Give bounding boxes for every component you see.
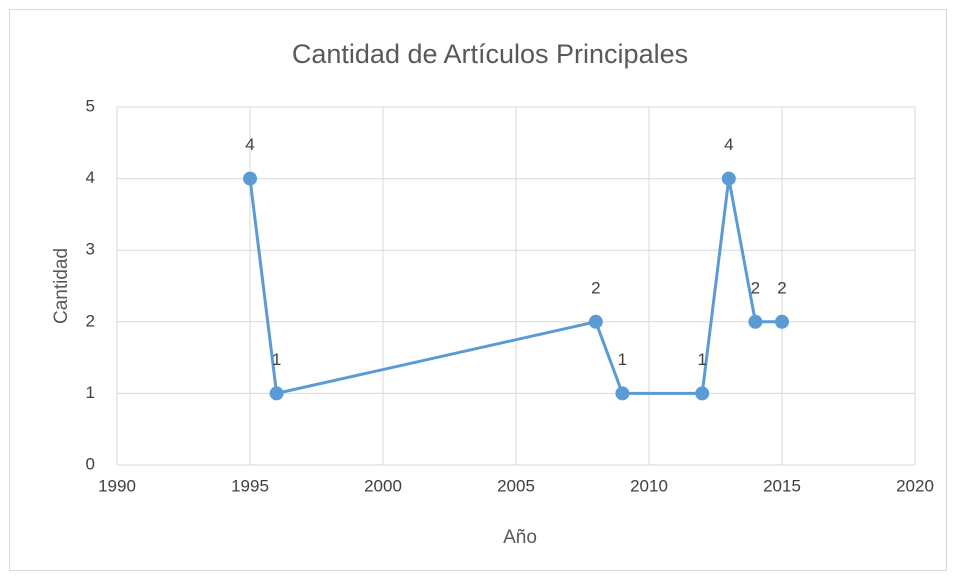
chart-title: Cantidad de Artículos Principales bbox=[292, 39, 688, 69]
y-tick-label: 1 bbox=[86, 383, 95, 402]
y-tick-label: 0 bbox=[86, 454, 95, 473]
point bbox=[269, 386, 284, 401]
data-label: 1 bbox=[697, 350, 706, 369]
x-tick-label: 1990 bbox=[98, 476, 136, 495]
y-tick-label: 4 bbox=[86, 168, 95, 187]
y-axis-title: Cantidad bbox=[51, 248, 72, 324]
point bbox=[615, 386, 630, 401]
x-tick-label: 2015 bbox=[763, 476, 801, 495]
point bbox=[695, 386, 710, 401]
point bbox=[588, 314, 603, 329]
y-tick-label: 5 bbox=[86, 96, 95, 115]
x-tick-label: 1995 bbox=[231, 476, 269, 495]
point bbox=[748, 314, 763, 329]
point bbox=[775, 314, 789, 329]
data-label: 2 bbox=[777, 278, 786, 297]
data-label: 2 bbox=[751, 278, 760, 297]
data-label: 4 bbox=[245, 135, 254, 154]
x-axis-title: Año bbox=[503, 527, 537, 548]
point bbox=[721, 171, 736, 186]
x-tick-label: 2000 bbox=[364, 476, 402, 495]
data-label: 4 bbox=[724, 135, 733, 154]
data-label: 1 bbox=[618, 350, 627, 369]
data-label: 2 bbox=[591, 278, 600, 297]
x-tick-label: 2005 bbox=[497, 476, 535, 495]
x-tick-label: 2020 bbox=[896, 476, 934, 495]
point bbox=[243, 171, 257, 186]
y-tick-label: 2 bbox=[86, 311, 95, 330]
line bbox=[248, 177, 782, 395]
y-tick-label: 3 bbox=[86, 240, 95, 259]
chart-border bbox=[9, 9, 947, 571]
data-label: 1 bbox=[272, 350, 281, 369]
x-tick-label: 2010 bbox=[630, 476, 668, 495]
